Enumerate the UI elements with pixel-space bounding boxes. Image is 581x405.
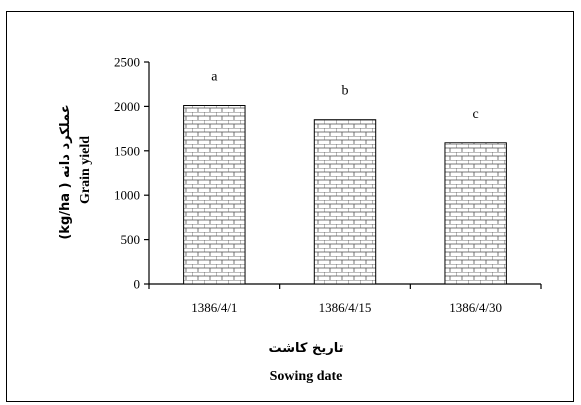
y-tick-label: 2000 bbox=[114, 99, 140, 114]
bar-2 bbox=[313, 119, 377, 285]
significance-letter: c bbox=[473, 107, 479, 122]
bar-3 bbox=[444, 142, 507, 285]
y-tick-label: 1500 bbox=[114, 143, 140, 158]
y-tick-label: 0 bbox=[134, 277, 141, 292]
x-tick-label: 1386/4/30 bbox=[449, 300, 502, 315]
x-tick-label: 1386/4/15 bbox=[319, 300, 372, 315]
axis-labels: تاریخ کاشت Sowing date Grain yield عملکر… bbox=[58, 104, 344, 384]
y-axis-label-fa: عملکرد دانه ( kg/ha) bbox=[58, 104, 73, 239]
x-axis-label-fa: تاریخ کاشت bbox=[268, 341, 343, 356]
y-axis-label-en: Grain yield bbox=[78, 136, 93, 204]
bar-1 bbox=[183, 105, 246, 285]
y-tick-label: 500 bbox=[121, 232, 141, 247]
significance-letter: a bbox=[211, 70, 218, 85]
significance-letter: b bbox=[342, 84, 349, 99]
y-tick-label: 2500 bbox=[114, 55, 140, 70]
x-axis-label-en: Sowing date bbox=[270, 369, 343, 384]
bars: a b c bbox=[183, 70, 507, 285]
y-tick-label: 1000 bbox=[114, 188, 140, 203]
x-axis: 1386/4/1 1386/4/15 1386/4/30 bbox=[148, 283, 542, 315]
x-tick-label: 1386/4/1 bbox=[191, 300, 237, 315]
y-axis: 0 500 1000 1500 2000 2500 bbox=[114, 55, 150, 292]
